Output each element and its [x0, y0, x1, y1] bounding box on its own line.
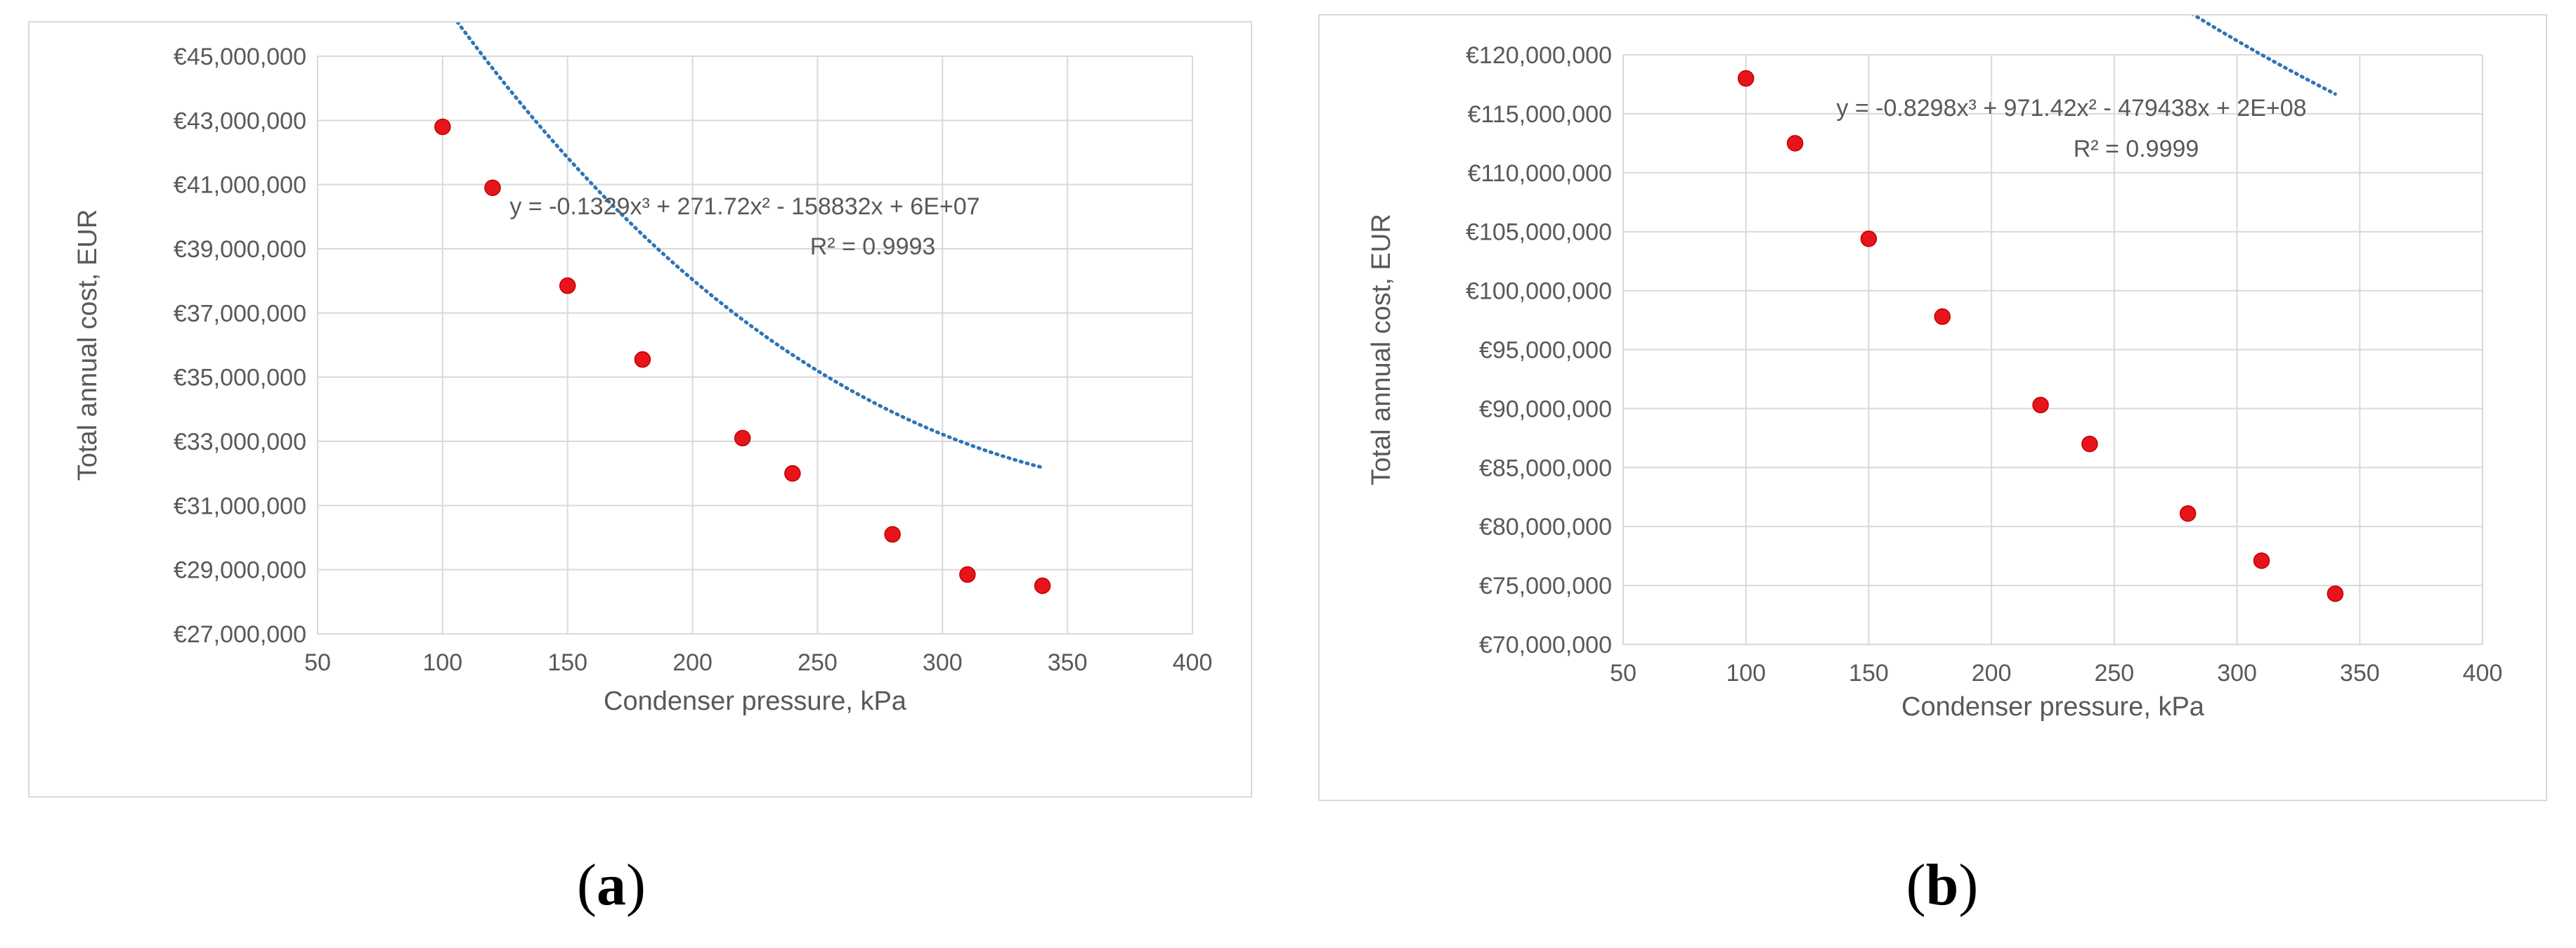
- y-tick-label-b: €90,000,000: [1479, 396, 1612, 422]
- y-tick-label-a: €27,000,000: [174, 621, 306, 648]
- y-tick-label-a: €31,000,000: [174, 493, 306, 519]
- data-point-b: [1786, 135, 1804, 152]
- x-tick-label-b: 350: [2340, 660, 2380, 687]
- x-tick-label-a: 100: [422, 649, 462, 676]
- y-tick-label-a: €39,000,000: [174, 236, 306, 263]
- caption-b-letter: b: [1925, 852, 1959, 918]
- data-point-b: [2253, 552, 2270, 569]
- x-tick-label-a: 150: [547, 649, 587, 676]
- y-tick-label-b: €80,000,000: [1479, 514, 1612, 540]
- chart-panel-a: €27,000,000 €29,000,000 €31,000,000 €33,000…: [28, 21, 1252, 798]
- chart-a-svg: €27,000,000 €29,000,000 €31,000,000 €33,000…: [73, 22, 1213, 716]
- r-squared-label-b: R² = 0.9999: [2074, 136, 2199, 162]
- y-tick-label-b: €120,000,000: [1466, 42, 1612, 69]
- data-point-a: [959, 566, 976, 583]
- y-tick-label-a: €29,000,000: [174, 557, 306, 584]
- caption-b: (b): [1906, 852, 1979, 918]
- data-point-a: [484, 179, 501, 196]
- x-tick-label-a: 300: [923, 649, 963, 676]
- trendline-a: [455, 22, 1045, 469]
- data-point-b: [2032, 396, 2049, 414]
- data-point-b: [1860, 230, 1878, 247]
- x-axis-title-b: Condenser pressure, kPa: [1901, 692, 2205, 722]
- y-tick-label-b: €115,000,000: [1468, 101, 1612, 128]
- y-tick-label-a: €35,000,000: [174, 365, 306, 391]
- x-tick-label-b: 50: [1610, 660, 1637, 687]
- data-point-b: [1934, 308, 1951, 325]
- y-tick-label-a: €45,000,000: [174, 44, 306, 70]
- caption-a-letter: a: [597, 852, 626, 918]
- y-axis-title-a: Total annual cost, EUR: [73, 209, 103, 481]
- x-tick-label-a: 50: [304, 649, 331, 676]
- x-tick-label-a: 350: [1048, 649, 1088, 676]
- y-tick-label-a: €43,000,000: [174, 108, 306, 134]
- y-axis-title-b: Total annual cost, EUR: [1367, 214, 1396, 486]
- x-tick-label-b: 250: [2094, 660, 2134, 687]
- x-tick-label-a: 200: [672, 649, 713, 676]
- data-point-a: [559, 277, 576, 294]
- x-tick-label-b: 400: [2463, 660, 2503, 687]
- y-tick-label-b: €110,000,000: [1468, 160, 1612, 187]
- y-tick-label-a: €41,000,000: [174, 172, 306, 199]
- x-tick-label-b: 150: [1849, 660, 1889, 687]
- x-tick-label-b: 100: [1726, 660, 1766, 687]
- chart-b-svg: €70,000,000 €75,000,000 €80,000,000 €85,000…: [1367, 15, 2503, 722]
- y-tick-label-b: €70,000,000: [1479, 632, 1612, 658]
- caption-a: (a): [577, 852, 646, 918]
- data-point-b: [1737, 70, 1755, 87]
- data-point-a: [1034, 577, 1051, 595]
- trendline-equation-b: y = -0.8298x³ + 971.42x² - 479438x + 2E+…: [1836, 95, 2306, 122]
- x-tick-label-a: 250: [798, 649, 838, 676]
- y-tick-label-b: €105,000,000: [1466, 219, 1612, 246]
- y-tick-label-b: €100,000,000: [1466, 278, 1612, 305]
- y-tick-label-b: €75,000,000: [1479, 573, 1612, 599]
- data-point-b: [2179, 505, 2197, 522]
- data-point-b: [2081, 435, 2098, 453]
- data-point-a: [734, 429, 751, 447]
- x-tick-label-b: 200: [1972, 660, 2012, 687]
- data-point-a: [884, 526, 901, 543]
- y-tick-label-b: €95,000,000: [1479, 337, 1612, 364]
- data-point-b: [2327, 585, 2344, 602]
- data-point-a: [634, 351, 651, 368]
- y-tick-label-b: €85,000,000: [1479, 455, 1612, 481]
- trendline-b: [2191, 15, 2337, 96]
- data-point-a: [784, 465, 801, 482]
- x-tick-label-b: 300: [2217, 660, 2257, 687]
- data-point-a: [434, 118, 451, 136]
- r-squared-label-a: R² = 0.9993: [810, 233, 936, 260]
- x-tick-label-a: 400: [1173, 649, 1213, 676]
- x-axis-title-a: Condenser pressure, kPa: [604, 687, 907, 716]
- y-tick-label-a: €37,000,000: [174, 300, 306, 327]
- chart-panel-b: €70,000,000 €75,000,000 €80,000,000 €85,000…: [1318, 14, 2547, 801]
- trendline-equation-a: y = -0.1329x³ + 271.72x² - 158832x + 6E+…: [509, 193, 980, 220]
- y-tick-label-a: €33,000,000: [174, 429, 306, 455]
